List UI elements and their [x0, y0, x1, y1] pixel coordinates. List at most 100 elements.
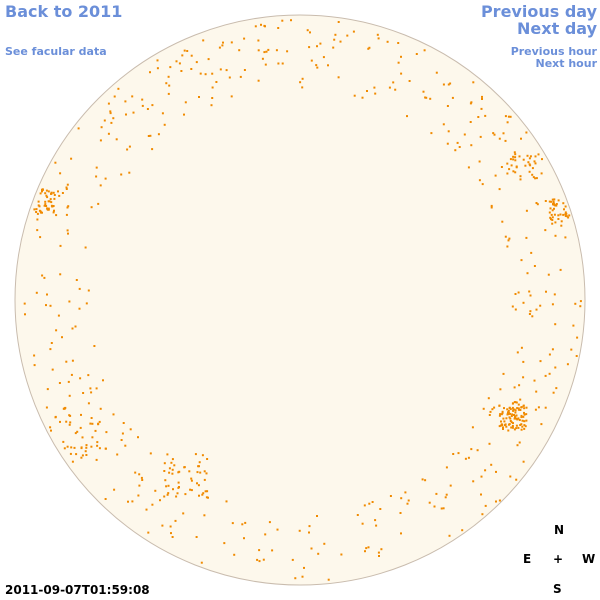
- facula: [49, 304, 52, 307]
- facula: [547, 273, 550, 276]
- facula: [559, 213, 562, 216]
- facula: [79, 377, 82, 380]
- facula: [65, 213, 68, 216]
- facula: [509, 158, 512, 161]
- facula: [579, 305, 582, 308]
- facula: [268, 521, 271, 524]
- facula: [525, 406, 528, 409]
- facula: [337, 76, 340, 79]
- facula: [499, 388, 502, 391]
- facula: [166, 493, 169, 496]
- facula: [65, 188, 68, 190]
- facula: [85, 302, 88, 305]
- facula: [258, 560, 261, 563]
- facula: [147, 135, 150, 137]
- facula: [306, 29, 309, 32]
- facula: [156, 59, 159, 62]
- facula: [85, 444, 88, 447]
- facula: [205, 496, 208, 499]
- facula: [277, 27, 280, 29]
- facula: [423, 49, 426, 52]
- facula: [525, 236, 528, 239]
- facula: [168, 84, 171, 87]
- facula: [52, 211, 55, 214]
- facula: [190, 54, 193, 57]
- facula: [399, 512, 402, 514]
- facula: [508, 168, 511, 171]
- facula: [520, 414, 523, 417]
- facula: [517, 417, 520, 420]
- facula: [163, 495, 166, 498]
- previous-day-link[interactable]: Previous day: [480, 2, 597, 21]
- back-link[interactable]: Back to 2011: [5, 2, 123, 21]
- facula: [157, 133, 160, 136]
- facula: [151, 503, 154, 506]
- facula: [203, 478, 206, 481]
- facula: [361, 96, 364, 99]
- facula: [182, 512, 185, 515]
- facula: [449, 484, 452, 487]
- facula: [454, 149, 457, 152]
- facula: [149, 452, 152, 455]
- compass-west: W: [582, 552, 596, 566]
- facula: [199, 471, 202, 474]
- faculae: [23, 19, 582, 581]
- facula: [99, 139, 102, 142]
- facula: [548, 353, 551, 356]
- facula: [513, 414, 515, 416]
- previous-hour-link[interactable]: Previous hour: [510, 45, 597, 58]
- facula: [552, 391, 555, 394]
- facula: [415, 53, 418, 55]
- facula: [544, 200, 547, 202]
- facula: [52, 205, 55, 207]
- facula: [480, 475, 483, 478]
- facula: [175, 60, 178, 63]
- facula: [498, 137, 501, 140]
- next-hour-link[interactable]: Next hour: [535, 57, 598, 70]
- facula: [513, 151, 516, 154]
- facula: [447, 83, 450, 86]
- facula: [519, 398, 522, 401]
- facula: [319, 42, 322, 45]
- facular-link[interactable]: See facular data: [5, 45, 107, 58]
- facula: [204, 73, 207, 76]
- facula: [44, 203, 47, 206]
- facula: [579, 300, 582, 303]
- facula: [512, 408, 515, 411]
- facula: [68, 394, 71, 397]
- facula: [299, 81, 302, 84]
- facula: [511, 406, 514, 409]
- facula: [520, 428, 523, 431]
- facula: [66, 206, 69, 209]
- facula: [499, 424, 502, 427]
- facula: [511, 413, 514, 416]
- facula: [535, 308, 538, 311]
- facula: [551, 219, 554, 221]
- facula: [365, 547, 368, 550]
- facula: [141, 98, 144, 101]
- facula: [484, 114, 487, 117]
- facula: [515, 414, 518, 417]
- facula: [36, 212, 39, 215]
- facula: [512, 170, 515, 173]
- facula: [177, 481, 180, 484]
- facula: [516, 418, 519, 421]
- facula: [163, 470, 166, 472]
- facula: [190, 68, 193, 70]
- facula: [53, 194, 56, 196]
- facula: [134, 471, 137, 474]
- facula: [120, 439, 123, 441]
- facula: [116, 453, 119, 456]
- facula: [554, 366, 557, 369]
- facula: [554, 323, 557, 326]
- facula: [151, 104, 154, 107]
- facula: [204, 490, 207, 493]
- facula: [176, 492, 179, 495]
- facula: [487, 397, 490, 400]
- facula: [333, 38, 336, 41]
- facula: [41, 190, 43, 193]
- facula: [84, 246, 87, 249]
- facula: [218, 46, 221, 49]
- facula: [202, 492, 205, 495]
- next-day-link[interactable]: Next day: [517, 19, 597, 38]
